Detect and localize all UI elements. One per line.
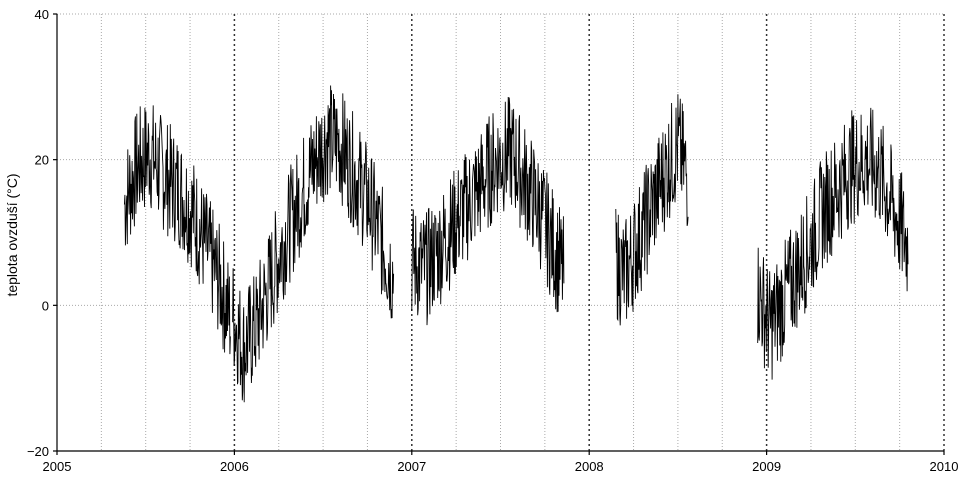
x-tick-label: 2010 <box>930 459 959 474</box>
y-tick-labels: −20 0 20 40 <box>27 7 49 459</box>
temperature-line-segment <box>232 85 395 403</box>
y-tick-label: −20 <box>27 444 49 459</box>
temperature-line-segment <box>757 107 909 380</box>
x-tick-label: 2007 <box>397 459 426 474</box>
x-tick-label: 2008 <box>575 459 604 474</box>
temperature-line-segment <box>123 105 231 355</box>
x-tick-label: 2005 <box>43 459 72 474</box>
y-tick-label: 20 <box>35 153 49 168</box>
axes <box>53 13 945 455</box>
major-gridlines <box>233 14 945 451</box>
x-tick-labels: 2005 2006 2007 2008 2009 2010 <box>43 459 959 474</box>
minor-gridlines <box>57 13 944 451</box>
x-tick-label: 2009 <box>752 459 781 474</box>
temperature-line-segment <box>615 94 689 326</box>
y-tick-label: 40 <box>35 7 49 22</box>
y-tick-label: 0 <box>42 298 49 313</box>
y-axis-title: teplota ovzduší (°C) <box>4 173 20 296</box>
temperature-line-segment <box>411 96 565 326</box>
x-tick-label: 2006 <box>220 459 249 474</box>
temperature-series <box>123 85 909 403</box>
